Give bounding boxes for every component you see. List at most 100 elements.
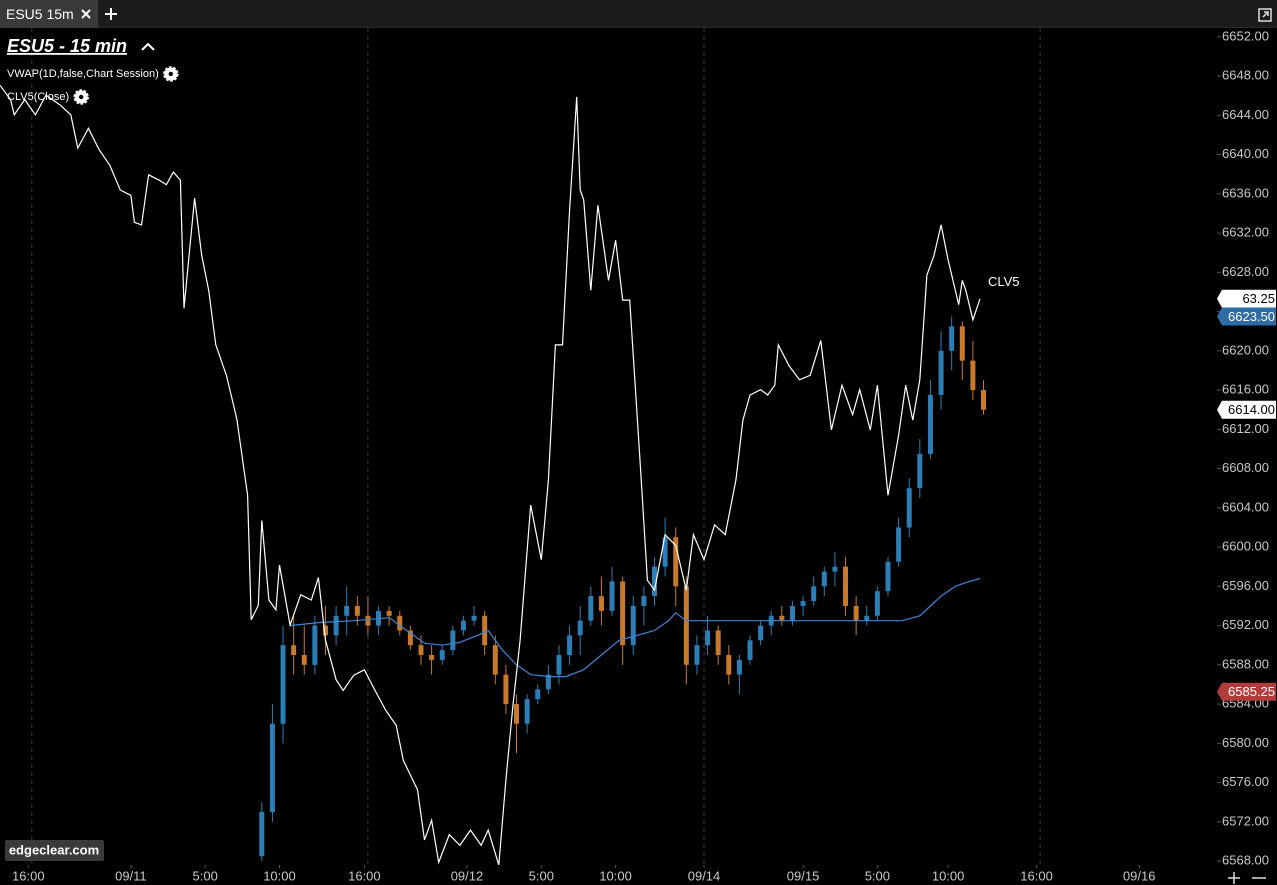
candle-body (726, 655, 732, 675)
candle-body (927, 394, 933, 454)
candle-body (460, 620, 466, 631)
price-flag-label: 6623.50 (1228, 309, 1275, 324)
candle-body (492, 645, 498, 675)
y-tick-label: 6616.00 (1222, 382, 1269, 397)
candle-body (800, 601, 806, 606)
candle-body (938, 350, 944, 395)
candle-body (885, 561, 891, 592)
candle-body (917, 453, 923, 489)
chart-tab[interactable]: ESU5 15m (0, 0, 98, 28)
y-tick-label: 6600.00 (1222, 539, 1269, 554)
candle-body (959, 326, 965, 361)
candle-body (736, 659, 742, 675)
candle-body (630, 605, 636, 646)
price-flag (1217, 307, 1276, 326)
close-tab[interactable] (80, 8, 92, 20)
y-tick-label: 6620.00 (1222, 342, 1269, 357)
y-tick-label: 6568.00 (1222, 853, 1269, 868)
candle-body (545, 674, 551, 690)
candle-body (365, 615, 371, 626)
watermark: edgeclear.com (5, 840, 104, 861)
candle-body (949, 326, 955, 351)
candle-body (429, 655, 435, 660)
candle-body (322, 625, 328, 636)
x-tick-label: 16:00 (1020, 868, 1053, 883)
price-flag (1217, 400, 1276, 419)
candle-body (694, 645, 700, 665)
candle-body (280, 645, 286, 724)
candle-body (259, 812, 265, 857)
candle-body (779, 615, 785, 621)
candle-body (981, 390, 987, 410)
candle-body (598, 596, 604, 611)
candle-body (874, 591, 880, 616)
candle-body (651, 566, 657, 597)
y-tick-label: 6612.00 (1222, 421, 1269, 436)
tab-label: ESU5 15m (6, 6, 74, 22)
candle-body (588, 596, 594, 621)
candle-body (333, 615, 339, 636)
x-tick-label: 10:00 (932, 868, 965, 883)
candle-body (673, 537, 679, 587)
y-tick-label: 6632.00 (1222, 225, 1269, 240)
candle-body (344, 605, 350, 616)
price-flag-label: 6614.00 (1228, 402, 1275, 417)
candle-body (609, 581, 615, 611)
tab-bar: ESU5 15m (0, 0, 1277, 28)
collapse-button[interactable] (141, 42, 155, 51)
x-tick-label: 09/15 (787, 868, 820, 883)
settings-icon[interactable] (163, 66, 179, 82)
line-label: CLV5 (988, 274, 1020, 289)
y-tick-label: 6640.00 (1222, 146, 1269, 161)
zoom-buttons[interactable] (1228, 872, 1266, 884)
x-tick-label: 5:00 (865, 868, 890, 883)
candle-body (896, 527, 902, 562)
candle-body (970, 360, 976, 391)
y-tick-label: 6636.00 (1222, 185, 1269, 200)
x-tick-label: 5:00 (193, 868, 218, 883)
candle-body (821, 571, 827, 587)
candle-body (906, 488, 912, 528)
x-tick-label: 09/12 (451, 868, 484, 883)
candle-body (535, 689, 541, 700)
candle-body (503, 674, 509, 705)
candle-body (354, 605, 360, 616)
candle-body (567, 635, 573, 656)
chart: CLV5 6568.006572.006576.006580.006584.00… (0, 28, 1276, 884)
y-tick-label: 6652.00 (1222, 28, 1269, 43)
candle-body (577, 620, 583, 636)
candle-body (556, 655, 562, 675)
candle-body (758, 625, 764, 641)
gear-hole (78, 94, 84, 100)
candle-body (864, 615, 870, 621)
y-tick-label: 6596.00 (1222, 578, 1269, 593)
settings-icon[interactable] (73, 89, 89, 105)
price-flag-label: 6585.25 (1228, 684, 1275, 699)
x-tick-label: 10:00 (263, 868, 296, 883)
x-tick-label: 16:00 (12, 868, 45, 883)
candle-body (641, 596, 647, 606)
y-tick-label: 6576.00 (1222, 774, 1269, 789)
candle-body (683, 586, 689, 665)
candle-body (269, 723, 275, 813)
candle-body (853, 605, 859, 621)
plot-area: CLV5 (0, 28, 1041, 865)
candle-body (662, 537, 668, 567)
add-tab[interactable] (104, 7, 118, 21)
candle-body (789, 605, 795, 621)
candle-body (386, 610, 392, 616)
y-tick-label: 6592.00 (1222, 617, 1269, 632)
candle-body (418, 645, 424, 656)
chart-title: ESU5 - 15 min (7, 36, 127, 56)
y-tick-label: 6572.00 (1222, 813, 1269, 828)
price-flag (1217, 682, 1276, 701)
candle-body (482, 615, 488, 646)
candle-body (450, 630, 456, 651)
candle-body (301, 655, 307, 665)
candle-body (715, 630, 721, 656)
popout-button[interactable] (1258, 8, 1272, 22)
x-tick-label: 10:00 (599, 868, 632, 883)
candle-body (747, 640, 753, 660)
candle-body (407, 630, 413, 646)
